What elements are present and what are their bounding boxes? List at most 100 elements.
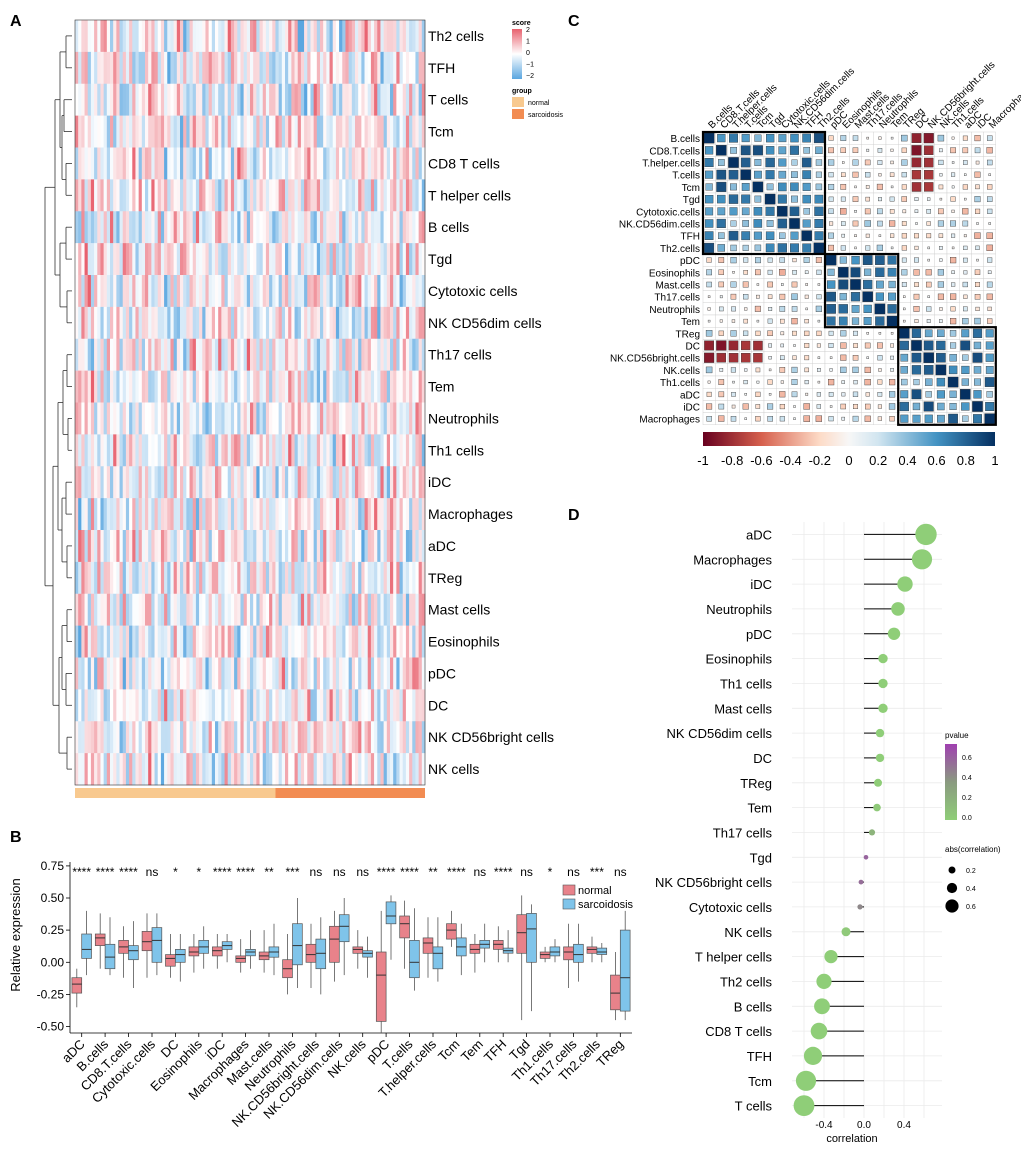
heatmap-cell (189, 243, 194, 276)
correlation-square (765, 243, 775, 253)
correlation-square (962, 281, 968, 288)
heatmap-cell (145, 20, 149, 53)
heatmap-cell (332, 83, 337, 116)
heatmap-cell (199, 115, 203, 148)
heatmap-cell (125, 434, 130, 467)
correlation-square (914, 197, 919, 201)
heatmap-cell (205, 275, 209, 308)
heatmap-cell (100, 721, 104, 754)
heatmap-cell (348, 466, 353, 499)
heatmap-cell (116, 434, 120, 467)
heatmap-cell (377, 306, 381, 340)
significance-label: **** (213, 865, 232, 879)
heatmap-cell (265, 625, 270, 658)
heatmap-cell (78, 306, 82, 340)
significance-label: *** (285, 865, 299, 879)
heatmap-cell (297, 211, 302, 244)
lollipop-xtick-label: 0.4 (897, 1120, 911, 1131)
heatmap-cell (145, 83, 149, 116)
heatmap-cell (100, 211, 104, 244)
correlation-square (804, 343, 810, 348)
heatmap-cell (199, 402, 203, 435)
correlation-square (950, 342, 957, 349)
heatmap-cell (205, 530, 209, 563)
correlation-square (962, 184, 968, 190)
correlation-square (779, 269, 786, 276)
heatmap-cell (281, 179, 286, 212)
heatmap-cell (234, 753, 238, 786)
heatmap-cell (326, 593, 330, 626)
heatmap-cell (361, 530, 365, 563)
heatmap-cell (370, 370, 375, 403)
heatmap-cell (154, 243, 159, 276)
heatmap-cell (176, 434, 181, 467)
correlation-square (706, 416, 712, 422)
heatmap-cell (132, 625, 136, 658)
heatmap-cell (195, 147, 200, 180)
correlation-square (900, 353, 909, 362)
heatmap-cell (170, 275, 174, 308)
heatmap-cell (409, 306, 413, 340)
heatmap-cell (262, 147, 267, 180)
heatmap-cell (393, 115, 397, 148)
heatmap-cell (97, 561, 101, 595)
heatmap-cell (246, 402, 251, 435)
heatmap-cell (141, 370, 146, 403)
correlation-square (705, 183, 713, 191)
heatmap-cell (332, 115, 337, 148)
heatmap-cell (154, 689, 159, 722)
correlation-square (793, 405, 796, 408)
correlation-square (841, 416, 846, 421)
heatmap-cell (383, 51, 388, 85)
heatmap-cell (377, 466, 381, 499)
heatmap-cell (294, 147, 299, 180)
heatmap-row-label: Tcm (428, 124, 454, 140)
heatmap-cell (100, 51, 104, 85)
heatmap-cell (275, 370, 279, 403)
heatmap-cell (316, 370, 321, 403)
heatmap-cell (262, 593, 267, 626)
heatmap-cell (396, 20, 400, 53)
heatmap-cell (335, 275, 340, 308)
box-normal (165, 954, 176, 967)
heatmap-cell (141, 275, 146, 308)
correlation-square (961, 329, 970, 338)
correlation-square (913, 269, 920, 276)
heatmap-cell (281, 721, 286, 754)
heatmap-cell (125, 275, 130, 308)
heatmap-cell (237, 51, 241, 85)
heatmap-cell (272, 51, 276, 85)
heatmap-cell (75, 402, 79, 435)
heatmap-cell (183, 83, 187, 116)
correlation-square (923, 401, 934, 412)
heatmap-cell (272, 83, 276, 116)
correlation-square (716, 181, 727, 192)
correlation-square (779, 416, 785, 422)
heatmap-cell (386, 657, 391, 690)
heatmap-cell (386, 721, 391, 754)
heatmap-cell (304, 179, 308, 212)
correlation-square (912, 402, 921, 411)
heatmap-cell (160, 211, 165, 244)
heatmap-cell (421, 689, 426, 722)
heatmap-cell (75, 625, 79, 658)
heatmap-cell (103, 434, 108, 467)
heatmap-cell (148, 721, 152, 754)
heatmap-cell (348, 179, 353, 212)
correlation-square (877, 208, 883, 215)
heatmap-cell (110, 657, 114, 690)
heatmap-cell (250, 243, 254, 276)
heatmap-cell (409, 753, 413, 786)
heatmap-cell (281, 753, 286, 786)
correlation-square (866, 356, 869, 359)
correlation-square (887, 304, 897, 314)
correlation-square (914, 209, 919, 213)
correlation-square (963, 257, 968, 263)
heatmap-cell (300, 625, 305, 658)
heatmap-cell (84, 466, 89, 499)
heatmap-cell (116, 593, 120, 626)
heatmap-cell (94, 211, 98, 244)
correlation-square (753, 353, 763, 363)
heatmap-cell (230, 625, 235, 658)
heatmap-cell (75, 561, 79, 595)
